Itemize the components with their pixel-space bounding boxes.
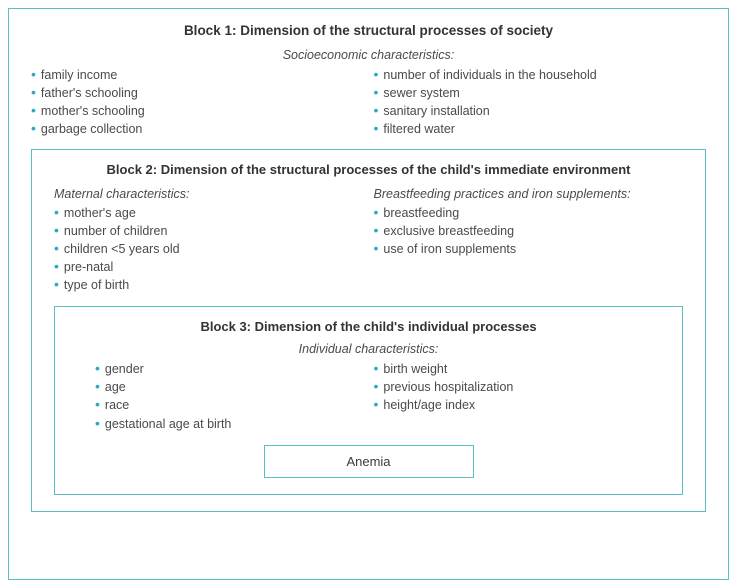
- item-text: age: [105, 378, 126, 396]
- item-text: sewer system: [383, 84, 459, 102]
- list-item: • age: [95, 378, 364, 396]
- list-item: • children <5 years old: [54, 240, 364, 258]
- item-text: number of children: [64, 222, 168, 240]
- bullet-icon: •: [31, 66, 36, 83]
- list-item: •breastfeeding: [374, 204, 684, 222]
- block1-col1: • family income • father's schooling • moth…: [31, 66, 364, 139]
- block3-columns: • gender • age • race • gestational age at b…: [85, 360, 652, 433]
- group-heading: Maternal characteristics:: [54, 187, 364, 201]
- list-item: • garbage collection: [31, 120, 364, 138]
- item-text: birth weight: [383, 360, 447, 378]
- item-text: gender: [105, 360, 144, 378]
- block2-group2: Breastfeeding practices and iron supplem…: [374, 187, 684, 295]
- item-text: filtered water: [383, 120, 455, 138]
- list-item: • race: [95, 396, 364, 414]
- bullet-icon: •: [374, 360, 379, 377]
- bullet-icon: •: [374, 222, 379, 239]
- item-text: race: [105, 396, 129, 414]
- item-text: exclusive breastfeeding: [383, 222, 514, 240]
- bullet-icon: •: [374, 396, 379, 413]
- outcome-box: Anemia: [264, 445, 474, 478]
- bullet-icon: •: [54, 276, 59, 293]
- item-text: gestational age at birth: [105, 415, 231, 433]
- bullet-icon: •: [95, 415, 100, 432]
- item-text: height/age index: [383, 396, 475, 414]
- bullet-icon: •: [95, 360, 100, 377]
- block1-columns: • family income • father's schooling • moth…: [31, 66, 706, 139]
- bullet-icon: •: [374, 102, 379, 119]
- bullet-icon: •: [374, 378, 379, 395]
- item-text: number of individuals in the household: [383, 66, 596, 84]
- item-text: garbage collection: [41, 120, 142, 138]
- block2-title: Block 2: Dimension of the structural pro…: [54, 162, 683, 177]
- list-item: •exclusive breastfeeding: [374, 222, 684, 240]
- item-text: family income: [41, 66, 117, 84]
- item-text: breastfeeding: [383, 204, 459, 222]
- list-item: • gestational age at birth: [95, 415, 364, 433]
- block1-col2: •number of individuals in the household …: [374, 66, 707, 139]
- block2-container: Block 2: Dimension of the structural pro…: [31, 149, 706, 512]
- bullet-icon: •: [374, 120, 379, 137]
- list-item: •filtered water: [374, 120, 707, 138]
- bullet-icon: •: [95, 396, 100, 413]
- item-text: previous hospitalization: [383, 378, 513, 396]
- item-text: use of iron supplements: [383, 240, 516, 258]
- block1-container: Block 1: Dimension of the structural pro…: [8, 8, 729, 580]
- list-item: •height/age index: [374, 396, 643, 414]
- group-heading: Breastfeeding practices and iron supplem…: [374, 187, 684, 201]
- bullet-icon: •: [31, 120, 36, 137]
- block1-title: Block 1: Dimension of the structural pro…: [31, 23, 706, 38]
- list-item: •sewer system: [374, 84, 707, 102]
- bullet-icon: •: [54, 204, 59, 221]
- block3-col2: •birth weight •previous hospitalization …: [374, 360, 643, 433]
- bullet-icon: •: [374, 204, 379, 221]
- item-text: children <5 years old: [64, 240, 180, 258]
- bullet-icon: •: [54, 240, 59, 257]
- item-text: type of birth: [64, 276, 129, 294]
- bullet-icon: •: [374, 66, 379, 83]
- block3-subtitle: Individual characteristics:: [85, 342, 652, 356]
- list-item: • gender: [95, 360, 364, 378]
- bullet-icon: •: [54, 222, 59, 239]
- bullet-icon: •: [31, 102, 36, 119]
- bullet-icon: •: [54, 258, 59, 275]
- block3-title: Block 3: Dimension of the child's indivi…: [85, 319, 652, 334]
- block3-col1: • gender • age • race • gestational age at b…: [95, 360, 364, 433]
- block2-columns: Maternal characteristics: •mother's age …: [54, 187, 683, 295]
- bullet-icon: •: [374, 84, 379, 101]
- bullet-icon: •: [31, 84, 36, 101]
- list-item: •birth weight: [374, 360, 643, 378]
- bullet-icon: •: [374, 240, 379, 257]
- list-item: • number of children: [54, 222, 364, 240]
- item-text: mother's age: [64, 204, 136, 222]
- block3-container: Block 3: Dimension of the child's indivi…: [54, 306, 683, 495]
- item-text: sanitary installation: [383, 102, 489, 120]
- block2-group1: Maternal characteristics: •mother's age …: [54, 187, 364, 295]
- list-item: •sanitary installation: [374, 102, 707, 120]
- item-text: mother's schooling: [41, 102, 145, 120]
- list-item: • type of birth: [54, 276, 364, 294]
- list-item: • mother's age: [54, 204, 364, 222]
- item-text: father's schooling: [41, 84, 138, 102]
- item-text: pre-natal: [64, 258, 113, 276]
- bullet-icon: •: [95, 378, 100, 395]
- list-item: •previous hospitalization: [374, 378, 643, 396]
- list-item: • mother's schooling: [31, 102, 364, 120]
- list-item: • pre-natal: [54, 258, 364, 276]
- block1-subtitle: Socioeconomic characteristics:: [31, 48, 706, 62]
- list-item: • family income: [31, 66, 364, 84]
- list-item: •use of iron supplements: [374, 240, 684, 258]
- list-item: •number of individuals in the household: [374, 66, 707, 84]
- list-item: • father's schooling: [31, 84, 364, 102]
